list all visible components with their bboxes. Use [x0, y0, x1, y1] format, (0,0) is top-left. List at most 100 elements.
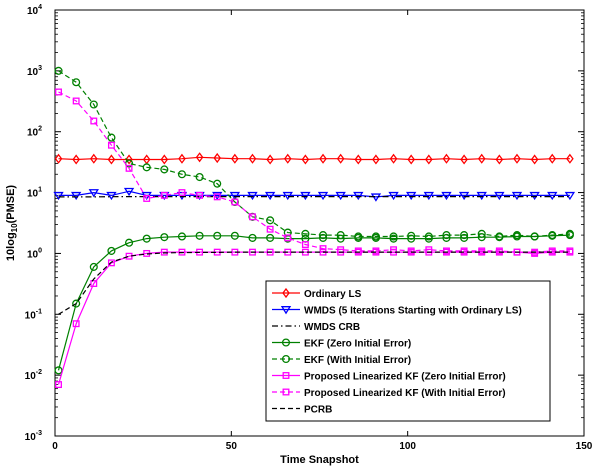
data-point	[441, 191, 452, 201]
data-point	[229, 191, 241, 201]
legend-label: Ordinary LS	[304, 289, 362, 300]
legend-item: EKF (With Initial Error)	[272, 354, 411, 366]
data-point	[54, 66, 63, 75]
data-point	[195, 231, 204, 240]
y-tick-label: 102	[27, 126, 42, 139]
data-point	[372, 154, 380, 165]
data-point	[511, 191, 523, 201]
series-line	[58, 70, 570, 238]
data-point	[106, 191, 117, 201]
data-point	[301, 241, 309, 248]
legend-marker	[282, 388, 290, 396]
data-point	[88, 189, 99, 198]
data-point	[423, 191, 434, 201]
y-tick-label: 101	[27, 187, 42, 200]
data-point	[301, 229, 310, 238]
legend: Ordinary LS WMDS (5 Iterations Starting w…	[265, 280, 551, 422]
data-point	[318, 231, 328, 240]
data-point	[72, 299, 81, 308]
data-point	[460, 154, 468, 165]
series-1	[54, 152, 574, 165]
data-point	[231, 153, 239, 164]
data-point	[283, 153, 292, 164]
data-point	[160, 191, 168, 199]
data-point	[72, 320, 80, 328]
legend-item: PCRB	[272, 405, 332, 416]
data-point	[266, 154, 274, 165]
data-point	[53, 191, 64, 201]
data-point	[89, 262, 98, 271]
data-point	[90, 280, 98, 287]
data-point	[566, 247, 574, 255]
data-point	[70, 191, 82, 201]
data-point	[300, 191, 311, 201]
data-point	[495, 154, 504, 165]
data-point	[72, 97, 80, 105]
data-point	[319, 153, 327, 164]
data-point	[213, 231, 222, 240]
data-point	[389, 153, 398, 164]
series-7	[55, 88, 574, 256]
data-point	[548, 247, 556, 255]
data-point	[566, 153, 574, 164]
data-point	[90, 117, 98, 125]
data-point	[336, 231, 345, 240]
legend-item: EKF (Zero Initial Error)	[272, 338, 411, 350]
data-point	[142, 163, 151, 172]
data-point	[248, 153, 257, 164]
data-point	[301, 154, 310, 165]
series-layer	[53, 66, 576, 389]
data-point	[406, 191, 417, 201]
data-point	[336, 153, 345, 164]
data-point	[476, 191, 487, 201]
y-tick-label: 104	[27, 4, 42, 17]
data-point	[390, 246, 398, 254]
data-point	[478, 247, 486, 255]
data-point	[266, 216, 275, 225]
data-point	[336, 234, 345, 243]
data-point	[125, 154, 133, 165]
data-point	[160, 248, 168, 256]
data-point	[283, 228, 292, 237]
data-point	[354, 154, 363, 165]
legend-label: EKF (With Initial Error)	[304, 355, 411, 366]
data-point	[196, 191, 204, 199]
x-tick-label: 150	[576, 441, 593, 452]
y-tick-label: 103	[27, 65, 42, 78]
data-point	[177, 232, 187, 241]
data-point	[282, 191, 293, 201]
legend-label: EKF (Zero Initial Error)	[304, 339, 411, 350]
data-point	[160, 233, 169, 242]
data-point	[107, 259, 115, 267]
data-point	[354, 247, 362, 255]
data-point	[460, 247, 468, 255]
x-tick-label: 50	[226, 441, 238, 452]
data-point	[160, 154, 169, 165]
data-point	[494, 191, 505, 201]
data-point	[89, 153, 98, 164]
legend-label: WMDS (5 Iterations Starting with Ordinar…	[304, 306, 522, 317]
data-point	[442, 231, 451, 240]
data-point	[213, 179, 222, 188]
data-point	[247, 191, 258, 201]
data-point	[442, 153, 451, 164]
legend-marker	[282, 372, 290, 379]
data-point	[72, 78, 81, 87]
data-point	[389, 232, 398, 241]
axis-labels: Time Snapshot 10log10(PMSE)	[5, 185, 359, 466]
data-point	[495, 247, 503, 255]
y-tick-label: 100	[27, 247, 42, 260]
data-point	[442, 233, 451, 242]
data-point	[212, 191, 223, 201]
legend-label: PCRB	[304, 405, 332, 416]
data-point	[530, 154, 539, 165]
legend-marker	[281, 354, 291, 364]
data-point	[248, 233, 257, 242]
data-point	[54, 153, 63, 164]
data-point	[284, 234, 292, 242]
data-point	[424, 232, 433, 241]
data-point	[107, 154, 116, 165]
data-point	[178, 153, 186, 164]
data-point	[443, 247, 450, 255]
data-point	[460, 233, 469, 242]
